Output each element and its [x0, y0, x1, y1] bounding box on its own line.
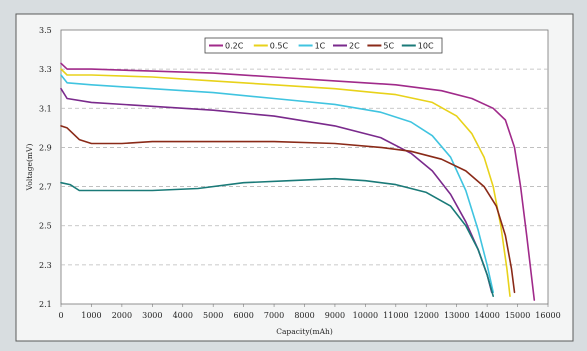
legend-label-1C: 1C [315, 42, 326, 51]
plot-area [60, 29, 549, 305]
series-line-0.2C [60, 62, 536, 301]
x-tick-label: 1000 [81, 311, 101, 320]
y-tick-label: 2.1 [39, 300, 52, 309]
legend-label-0.5C: 0.5C [270, 42, 289, 51]
x-tick-label: 5000 [203, 311, 223, 320]
x-tick-label: 11000 [383, 311, 408, 320]
legend-box [204, 37, 443, 54]
y-axis-label: Voltage(mV) [25, 144, 34, 192]
x-tick-label: 13000 [444, 311, 469, 320]
y-tick-label: 2.9 [39, 143, 52, 152]
x-tick-label: 10000 [353, 311, 378, 320]
x-tick-label: 8000 [294, 311, 314, 320]
series-line-10C [60, 177, 494, 297]
x-tick-label: 9000 [325, 311, 345, 320]
y-tick-label: 3.3 [39, 65, 52, 74]
x-tick-label: 0 [58, 311, 63, 320]
series-line-1C [60, 74, 494, 294]
y-tick-label: 2.5 [39, 222, 52, 231]
x-tick-label: 4000 [173, 311, 193, 320]
y-tick-label: 3.5 [39, 26, 52, 35]
y-tick-label: 2.3 [39, 261, 52, 270]
y-tick-label: 2.7 [39, 183, 52, 192]
x-tick-label: 14000 [474, 311, 499, 320]
legend-label-5C: 5C [383, 42, 394, 51]
x-axis-label: Capacity(mAh) [276, 327, 333, 336]
x-tick-label: 6000 [233, 311, 253, 320]
series-line-5C [60, 125, 516, 294]
x-tick-label: 7000 [264, 311, 284, 320]
y-tick-label: 3.1 [39, 104, 52, 113]
x-tick-label: 12000 [414, 311, 439, 320]
legend-label-0.2C: 0.2C [225, 42, 244, 51]
x-tick-label: 2000 [112, 311, 132, 320]
x-tick-label: 3000 [142, 311, 162, 320]
x-tick-label: 16000 [535, 311, 560, 320]
x-tick-label: 15000 [505, 311, 530, 320]
legend-label-2C: 2C [349, 42, 360, 51]
legend-label-10C: 10C [418, 42, 434, 51]
